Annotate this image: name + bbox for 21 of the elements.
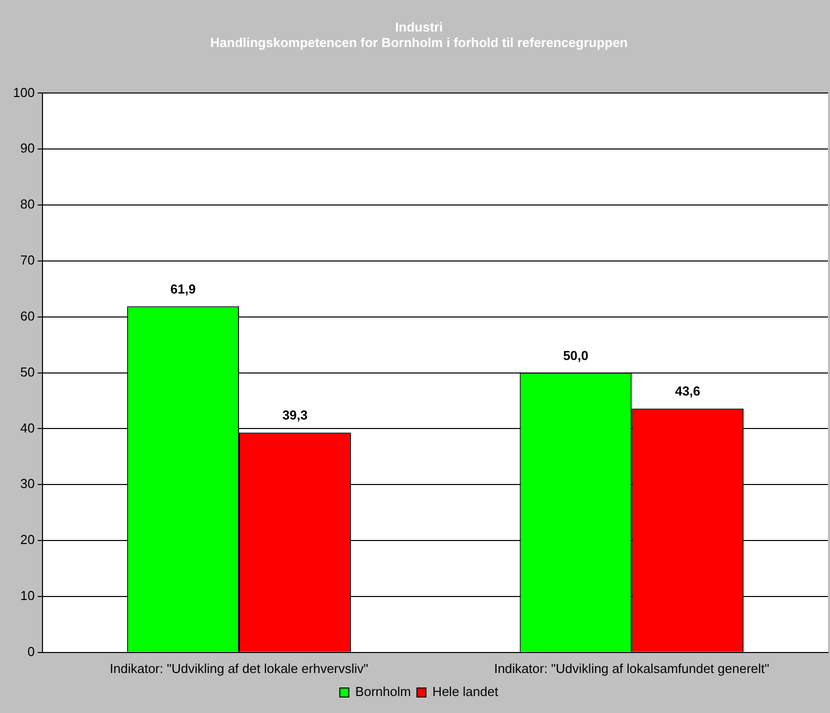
x-tick-label: Indikator: "Udvikling af lokalsamfundet generelt" <box>494 660 770 676</box>
y-tick-label: 40 <box>20 420 35 436</box>
y-tick-label: 0 <box>27 644 35 659</box>
y-tick-label: 80 <box>20 196 35 212</box>
y-tick-label: 30 <box>20 476 35 492</box>
x-tick-label: Indikator: "Udvikling af det lokale erhvervsliv" <box>110 660 369 676</box>
data-label: 43,6 <box>674 384 700 399</box>
text: Industri <box>395 19 443 34</box>
y-tick-label: 20 <box>20 532 35 548</box>
text: Handlingskompetencen for Bornholm i forhold til referencegruppen <box>210 34 628 50</box>
y-tick-label: 70 <box>20 252 35 268</box>
data-label: 50,0 <box>563 348 588 363</box>
legend-label: Hele landet <box>432 684 499 700</box>
y-tick-label: 100 <box>12 84 35 100</box>
y-tick-label: 50 <box>20 364 35 380</box>
data-label: 61,9 <box>170 281 196 296</box>
y-tick-label: 60 <box>20 308 35 324</box>
data-label: 39,3 <box>282 408 308 423</box>
y-tick-label: 10 <box>20 588 35 604</box>
y-tick-label: 90 <box>20 140 35 156</box>
legend-label: Bornholm <box>355 684 411 700</box>
